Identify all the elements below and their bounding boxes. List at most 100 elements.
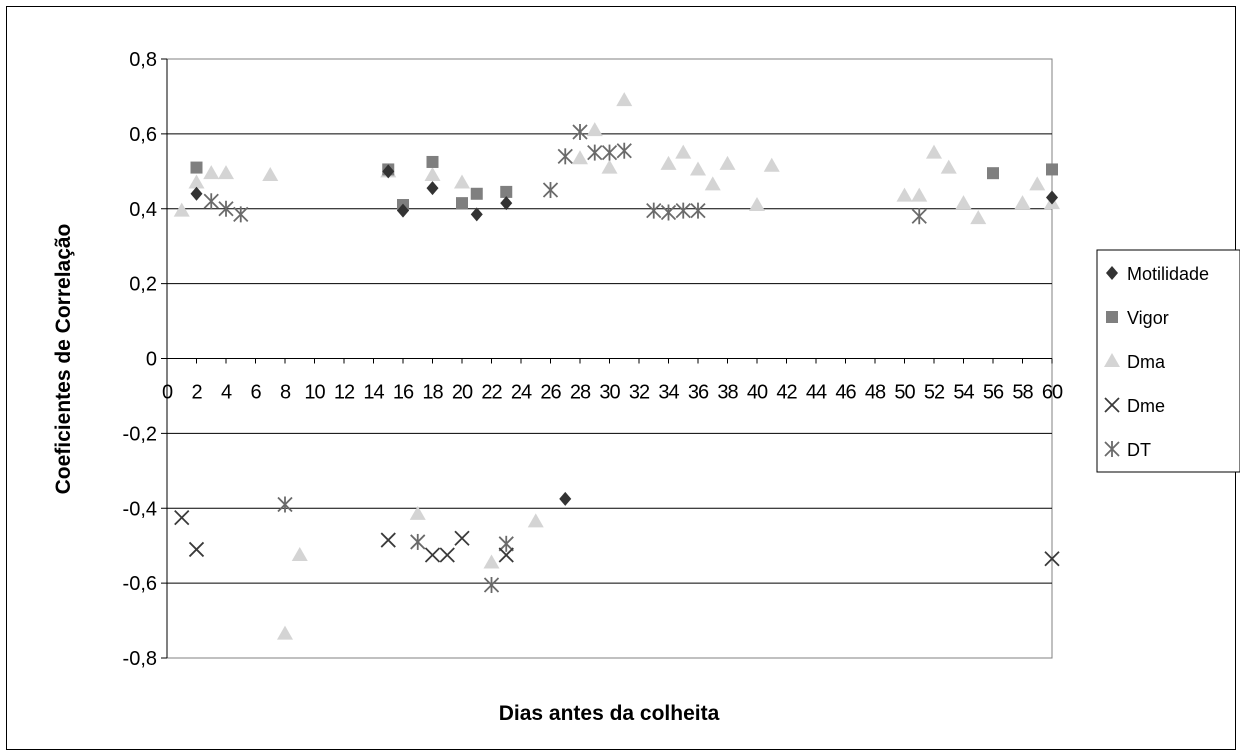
dma-point	[1014, 195, 1031, 210]
x-tick-label: 2	[191, 382, 202, 404]
x-tick-label: 18	[422, 382, 443, 404]
x-tick-label: 46	[835, 382, 856, 404]
y-tick-labels: 0,8 0,6 0,4 0,2 0 -0,2 -0,4 -0,6 -0,8	[123, 49, 157, 670]
dma-point	[483, 554, 500, 569]
vigor-point	[470, 187, 483, 200]
dme-point	[454, 530, 470, 546]
dma-point	[527, 513, 544, 528]
dma-point	[763, 157, 780, 172]
x-tick-label: 20	[452, 382, 473, 404]
x-tick-label: 52	[924, 382, 945, 404]
x-tick-label: 8	[280, 382, 291, 404]
dma-point	[454, 174, 470, 189]
dma-point	[277, 625, 293, 640]
x-tick-label: 48	[865, 382, 886, 404]
dma-point	[424, 167, 441, 182]
legend-marker-dma	[1104, 353, 1120, 367]
legend-label-motilidade: Motilidade	[1127, 264, 1209, 284]
dt-point	[690, 202, 706, 219]
dma-point	[262, 167, 279, 182]
dma-point	[926, 144, 942, 159]
dma-point	[203, 165, 220, 180]
vigor-point	[426, 155, 439, 168]
x-tick-label: 22	[481, 382, 502, 404]
dt-point	[483, 576, 500, 593]
dma-point	[1029, 176, 1046, 191]
dma-point	[188, 174, 205, 189]
y-tick-label: 0,8	[129, 49, 157, 71]
motilidade-point	[1046, 190, 1058, 205]
x-tick-label: 50	[894, 382, 915, 404]
dma-point	[572, 150, 588, 165]
x-tick-label: 54	[953, 382, 974, 404]
dt-point	[675, 202, 691, 219]
dt-point	[498, 535, 514, 552]
legend-label-dt: DT	[1127, 440, 1151, 460]
dt-point	[277, 496, 293, 513]
dt-point	[572, 124, 588, 141]
dma-point	[218, 165, 234, 180]
dma-point	[940, 159, 957, 174]
dma-point	[616, 92, 633, 107]
vigor-point	[456, 197, 468, 210]
dma-point	[955, 195, 972, 210]
x-tick-label: 40	[747, 382, 768, 404]
legend-label-dma: Dma	[1127, 352, 1166, 372]
x-tick-label: 10	[304, 382, 325, 404]
dme-point	[1044, 551, 1060, 567]
legend-label-vigor: Vigor	[1127, 308, 1169, 328]
dme-point	[380, 532, 396, 548]
motilidade-point	[500, 196, 513, 211]
dma-point	[675, 144, 692, 159]
dma-point	[911, 187, 928, 202]
dme-point	[424, 547, 441, 563]
x-axis-title: Dias antes da colheita	[499, 702, 720, 725]
x-tick-labels: 0 2 4 6 8 10 12 14 16 18 20 22 24 26 28 30 32 34 36 38 40 42 4…	[162, 382, 1064, 404]
dt-point	[601, 144, 618, 161]
dma-point	[704, 176, 721, 191]
y-tick-label: -0,4	[123, 498, 157, 520]
dt-point	[542, 182, 559, 199]
vigor-point	[190, 161, 203, 174]
x-tick-label: 16	[393, 382, 414, 404]
dt-point	[587, 144, 603, 161]
y-axis-title: Coeficientes de Correlação	[52, 224, 75, 495]
legend-marker-dme	[1104, 397, 1120, 413]
dma-point	[291, 547, 308, 562]
vigor-point	[987, 167, 999, 180]
x-tick-label: 6	[250, 382, 261, 404]
y-tick-label: 0,2	[129, 274, 157, 296]
motilidade-point	[190, 186, 203, 201]
dma-point	[601, 159, 618, 174]
dme-point	[498, 547, 514, 563]
legend-marker-vigor	[1106, 311, 1118, 323]
y-tick-label: 0,6	[129, 124, 157, 146]
dt-point	[616, 142, 632, 159]
dme-point	[174, 509, 190, 526]
motilidade-point	[426, 181, 439, 196]
x-tick-label: 36	[688, 382, 709, 404]
motilidade-point	[470, 207, 483, 222]
dma-point	[719, 155, 736, 170]
legend-marker-motilidade	[1106, 266, 1118, 280]
motilidade-point	[559, 491, 572, 506]
x-tick-label: 38	[717, 382, 738, 404]
x-tick-label: 34	[658, 382, 679, 404]
dt-point	[557, 148, 573, 165]
motilidade-point	[382, 164, 395, 179]
dt-point	[203, 193, 219, 210]
dma-point	[409, 505, 426, 520]
dma-point	[690, 161, 706, 176]
x-tick-label: 42	[776, 382, 797, 404]
x-tick-label: 24	[511, 382, 532, 404]
dma-point	[586, 122, 603, 137]
legend-marker-dt	[1104, 441, 1120, 457]
vigor-point	[1046, 163, 1058, 176]
x-tick-label: 14	[363, 382, 384, 404]
dme-point	[188, 541, 205, 558]
dt-point	[233, 206, 249, 223]
legend: Motilidade Vigor Dma Dme DT	[1096, 249, 1240, 473]
dt-point	[660, 204, 677, 221]
motilidade-point	[397, 203, 409, 218]
